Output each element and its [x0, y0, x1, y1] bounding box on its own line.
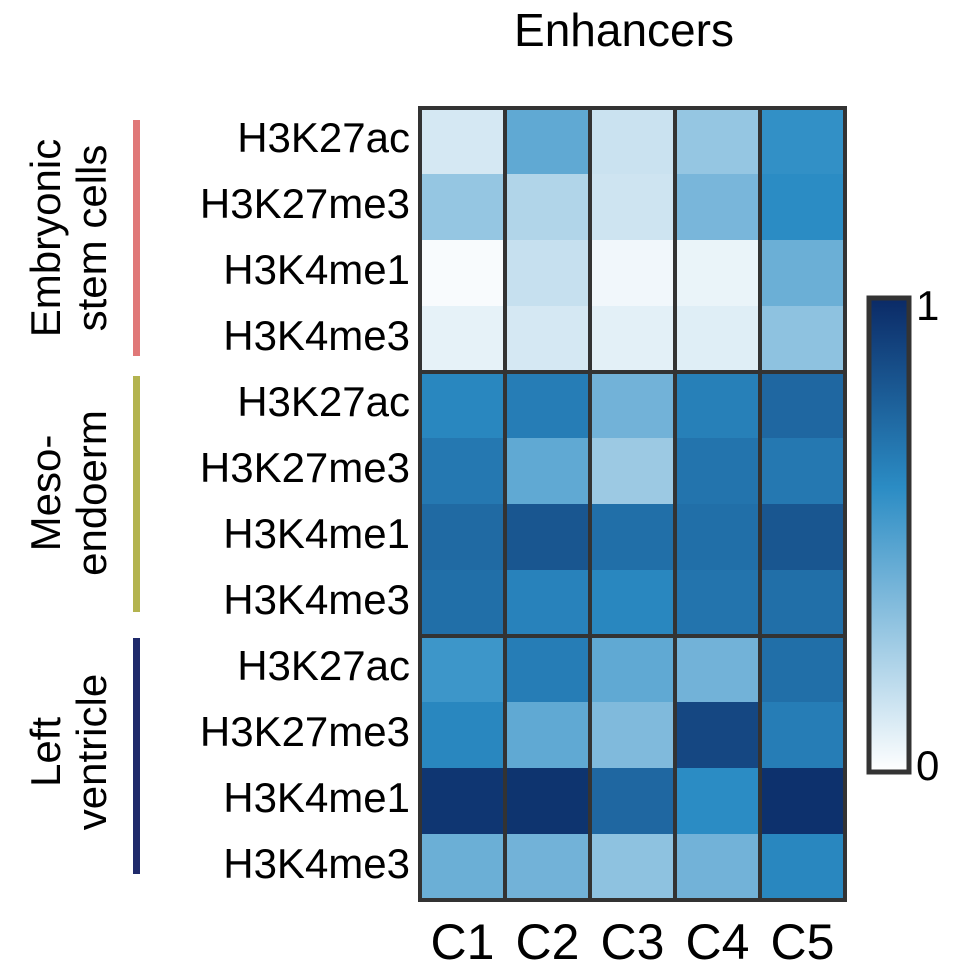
- heatmap-cell: [505, 702, 590, 768]
- heatmap-cell: [505, 372, 590, 438]
- heatmap-cell: [675, 438, 760, 504]
- heatmap-cell: [675, 768, 760, 834]
- row-label: H3K4me3: [223, 312, 410, 359]
- heatmap-cell: [760, 240, 845, 306]
- heatmap-cell: [590, 240, 675, 306]
- heatmap-cell: [420, 438, 505, 504]
- heatmap-cell: [505, 240, 590, 306]
- heatmap-cell: [760, 636, 845, 702]
- heatmap-cell: [420, 306, 505, 372]
- heatmap-cell: [505, 306, 590, 372]
- group-bar-mesoendoderm: [133, 376, 140, 612]
- heatmap-cell: [420, 174, 505, 240]
- heatmap-cell: [590, 768, 675, 834]
- colorbar-max-label: 1: [916, 282, 940, 329]
- heatmap-cell: [760, 702, 845, 768]
- colorbar-min-label: 0: [916, 742, 940, 789]
- heatmap-cell: [590, 636, 675, 702]
- row-label: H3K27ac: [237, 378, 410, 425]
- heatmap-cell: [590, 372, 675, 438]
- heatmap-cell: [505, 174, 590, 240]
- heatmap-cell: [675, 306, 760, 372]
- heatmap-cell: [420, 504, 505, 570]
- heatmap-cell: [675, 108, 760, 174]
- heatmap-cell: [505, 636, 590, 702]
- heatmap-cell: [420, 570, 505, 636]
- column-label: C2: [515, 914, 580, 970]
- heatmap-cell: [760, 768, 845, 834]
- heatmap-cell: [420, 240, 505, 306]
- group-label-line: Left: [22, 716, 69, 788]
- heatmap-cell: [675, 636, 760, 702]
- column-label: C4: [685, 914, 750, 970]
- heatmap-cell: [760, 372, 845, 438]
- group-label-line: Embryonic: [22, 138, 69, 338]
- heatmap-cell: [590, 306, 675, 372]
- heatmap-cell: [760, 306, 845, 372]
- group-bar-embryonic: [133, 120, 140, 356]
- row-label: H3K4me3: [223, 576, 410, 623]
- heatmap-cell: [420, 768, 505, 834]
- heatmap-cell: [590, 834, 675, 900]
- colorbar: [866, 295, 912, 775]
- heatmap: [418, 106, 847, 902]
- heatmap-cell: [675, 702, 760, 768]
- heatmap-cell: [675, 570, 760, 636]
- row-label: H3K27me3: [199, 444, 410, 491]
- heatmap-cell: [590, 702, 675, 768]
- row-label: H3K4me1: [223, 246, 410, 293]
- chart-title: Enhancers: [514, 4, 734, 56]
- group-label-left-ventricle: Left ventricle: [22, 622, 115, 882]
- heatmap-cell: [505, 768, 590, 834]
- heatmap-cell: [590, 438, 675, 504]
- group-label-embryonic: Embryonic stem cells: [22, 108, 115, 368]
- heatmap-cell: [760, 570, 845, 636]
- heatmap-cell: [760, 108, 845, 174]
- heatmap-cell: [590, 108, 675, 174]
- heatmap-cell: [505, 834, 590, 900]
- row-label: H3K4me1: [223, 510, 410, 557]
- heatmap-cell: [590, 504, 675, 570]
- heatmap-cell: [760, 438, 845, 504]
- heatmap-cell: [760, 834, 845, 900]
- row-label: H3K4me3: [223, 840, 410, 887]
- heatmap-cell: [675, 174, 760, 240]
- group-label-line: stem cells: [68, 144, 115, 332]
- heatmap-cell: [420, 636, 505, 702]
- heatmap-cell: [505, 108, 590, 174]
- heatmap-cell: [675, 240, 760, 306]
- row-label: H3K27ac: [237, 114, 410, 161]
- heatmap-cell: [675, 372, 760, 438]
- heatmap-cell: [590, 570, 675, 636]
- heatmap-cell: [420, 108, 505, 174]
- heatmap-cell: [505, 504, 590, 570]
- row-label: H3K27ac: [237, 642, 410, 689]
- group-label-line: endoerm: [68, 410, 115, 576]
- heatmap-cell: [590, 174, 675, 240]
- group-label-line: Meso-: [22, 434, 69, 552]
- heatmap-cell: [505, 570, 590, 636]
- group-label-line: ventricle: [68, 673, 115, 831]
- heatmap-cell: [505, 438, 590, 504]
- group-bar-left-ventricle: [133, 638, 140, 874]
- heatmap-cell: [420, 372, 505, 438]
- row-label: H3K27me3: [199, 180, 410, 227]
- colorbar-gradient: [866, 295, 912, 775]
- heatmap-cell: [420, 702, 505, 768]
- row-label: H3K27me3: [199, 708, 410, 755]
- column-label: C1: [430, 914, 495, 970]
- column-label: C3: [600, 914, 665, 970]
- heatmap-cell: [760, 504, 845, 570]
- heatmap-cell: [420, 834, 505, 900]
- heatmap-cell: [760, 174, 845, 240]
- heatmap-cell: [675, 834, 760, 900]
- heatmap-block-border: [758, 634, 847, 902]
- heatmap-cell: [675, 504, 760, 570]
- column-label: C5: [770, 914, 835, 970]
- row-label: H3K4me1: [223, 774, 410, 821]
- group-label-mesoendoderm: Meso- endoerm: [22, 363, 115, 623]
